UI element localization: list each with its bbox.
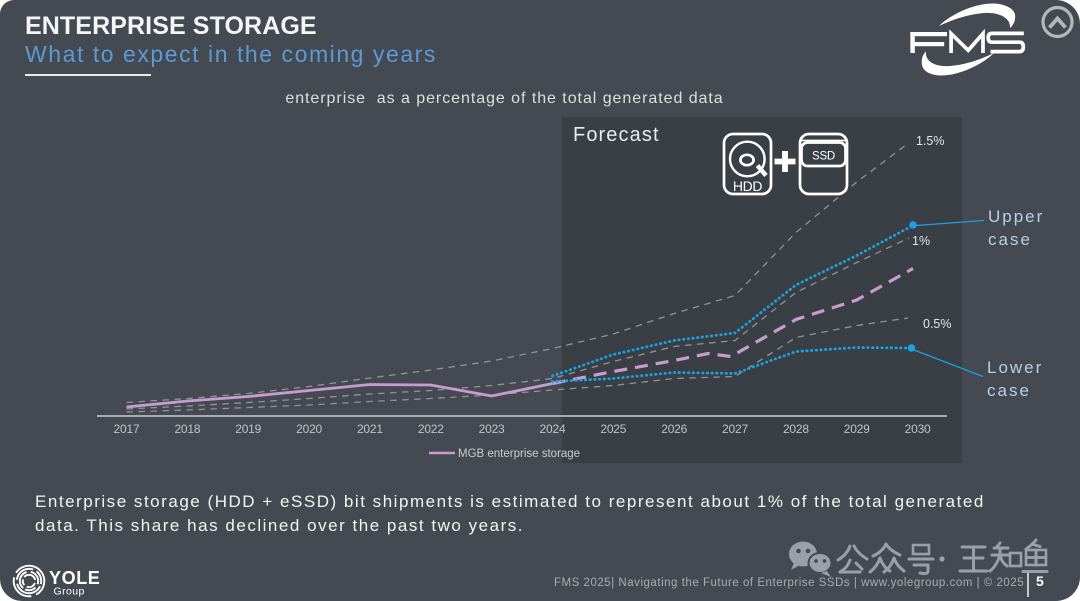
svg-text:HDD: HDD [733,178,762,194]
svg-text:2017: 2017 [114,422,140,436]
svg-text:2023: 2023 [479,422,505,436]
svg-text:1%: 1% [912,234,930,248]
svg-text:case: case [987,381,1031,400]
svg-text:2029: 2029 [844,422,870,436]
svg-text:case: case [988,230,1032,249]
svg-text:1.5%: 1.5% [916,134,945,148]
svg-text:2020: 2020 [296,422,322,436]
svg-text:2025: 2025 [600,422,626,436]
svg-text:2027: 2027 [722,422,748,436]
svg-text:2022: 2022 [418,422,444,436]
svg-text:2026: 2026 [661,422,687,436]
svg-text:2019: 2019 [235,422,261,436]
svg-text:2021: 2021 [357,422,383,436]
svg-text:2018: 2018 [174,422,200,436]
svg-text:MGB enterprise storage: MGB enterprise storage [458,448,580,460]
svg-text:2024: 2024 [540,422,566,436]
svg-text:0.5%: 0.5% [923,317,952,331]
svg-text:2028: 2028 [783,422,809,436]
svg-text:Lower: Lower [987,358,1043,377]
svg-text:SSD: SSD [812,151,835,163]
svg-text:Upper: Upper [988,207,1044,226]
svg-text:Forecast: Forecast [573,124,660,146]
svg-text:Group: Group [54,586,85,598]
svg-text:2030: 2030 [905,422,931,436]
svg-text:YOLE: YOLE [49,568,100,588]
